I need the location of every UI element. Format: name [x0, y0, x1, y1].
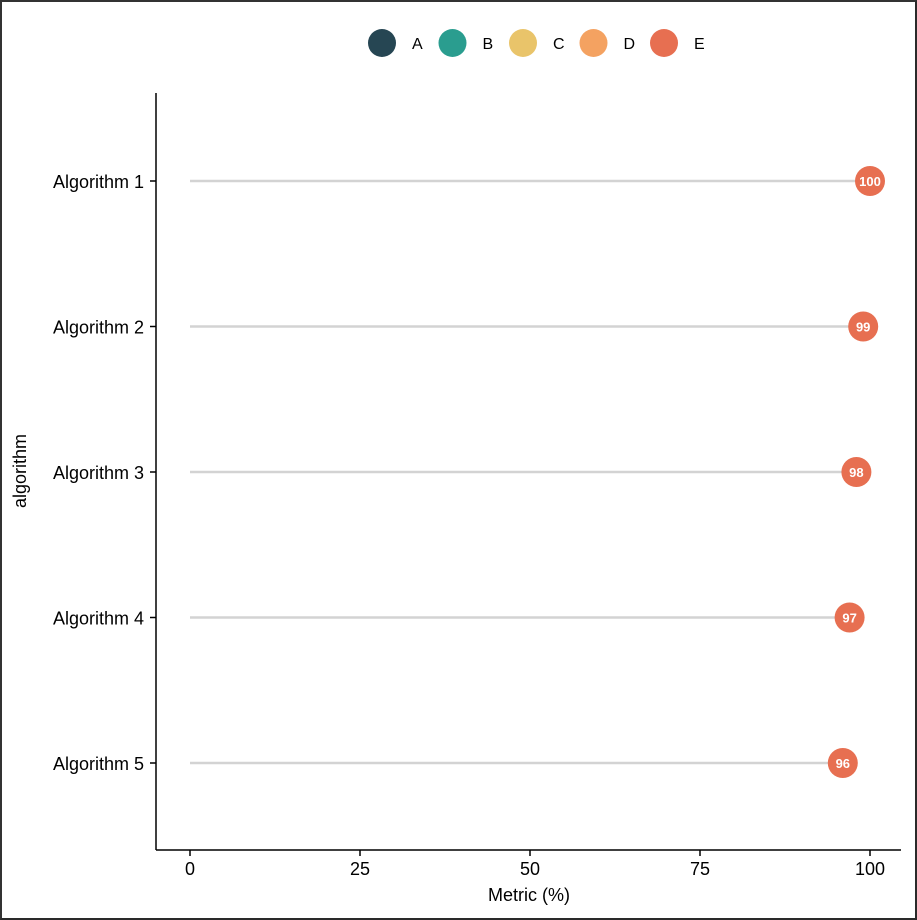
- x-tick-label: 25: [350, 859, 370, 879]
- legend-key-a: [368, 29, 396, 57]
- point-group-3: 98: [841, 457, 872, 487]
- legend-item-c: C: [509, 29, 565, 57]
- y-tick-label: Algorithm 1: [53, 172, 144, 192]
- y-tick-label: Algorithm 3: [53, 463, 144, 483]
- y-tick-label: Algorithm 4: [53, 609, 144, 629]
- data-point-3: [841, 457, 872, 487]
- legend-label: C: [553, 36, 565, 53]
- point-group-4: 97: [834, 602, 865, 633]
- legend-key-b: [438, 29, 467, 57]
- data-point-2: [848, 311, 879, 342]
- legend-key-d: [579, 29, 608, 57]
- legend-key-e: [650, 29, 678, 57]
- point-group-2: 99: [848, 311, 879, 342]
- legend-item-d: D: [579, 29, 636, 57]
- legend-item-b: B: [438, 29, 494, 57]
- y-tick-label: Algorithm 2: [53, 318, 144, 338]
- y-tick-label: Algorithm 5: [53, 754, 144, 774]
- data-label-2: 99: [856, 320, 870, 335]
- x-tick-label: 0: [185, 859, 195, 879]
- point-group-5: 96: [827, 748, 858, 778]
- data-label-3: 98: [849, 465, 863, 480]
- legend-label: E: [694, 36, 705, 53]
- data-label-5: 96: [836, 756, 850, 771]
- data-point-4: [834, 602, 865, 633]
- x-tick-label: 75: [690, 859, 710, 879]
- legend-item-a: A: [368, 29, 423, 57]
- data-point-5: [827, 748, 858, 778]
- x-tick-label: 100: [855, 859, 885, 879]
- legend-item-e: E: [650, 29, 705, 57]
- y-ticks: Algorithm 1 Algorithm 2 Algorithm 3 Algorit…: [53, 172, 156, 774]
- data-label-1: 100: [859, 174, 881, 189]
- point-group-1: 100: [855, 166, 885, 196]
- x-tick-label: 50: [520, 859, 540, 879]
- legend-key-c: [509, 29, 537, 57]
- legend-label: B: [483, 36, 494, 53]
- x-ticks: 0 25 50 75 100: [185, 850, 885, 879]
- legend-label: D: [624, 36, 636, 53]
- x-axis-title: Metric (%): [488, 885, 570, 905]
- segments: [190, 179, 870, 765]
- points: 100 99 98 97 96: [827, 166, 885, 778]
- data-label-4: 97: [842, 611, 856, 626]
- legend: A B C D E: [368, 29, 705, 57]
- y-axis-title: algorithm: [10, 434, 30, 508]
- legend-label: A: [412, 36, 423, 53]
- data-point-1: [855, 166, 885, 196]
